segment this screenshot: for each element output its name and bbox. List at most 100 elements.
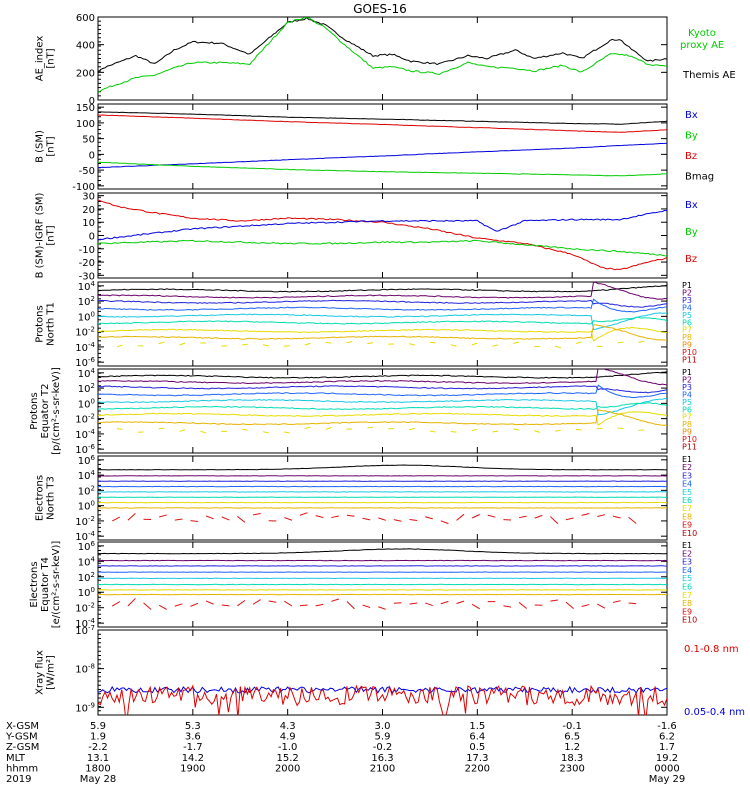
- y-tick-label: 102: [78, 382, 95, 395]
- sparse-segment: [565, 517, 574, 521]
- sparse-segment: [429, 341, 436, 344]
- y-axis-label: B (SM): [35, 130, 46, 163]
- legend-label: P10: [682, 435, 697, 444]
- row-label: Z-GSM: [6, 742, 39, 753]
- series-line: [98, 371, 667, 379]
- sparse-segment: [450, 430, 457, 433]
- legend-label: E3: [682, 471, 692, 480]
- sparse-segment: [492, 430, 499, 433]
- row-value: 2200: [465, 763, 490, 774]
- legend-label: P6: [682, 405, 692, 414]
- legend-label: E9: [682, 521, 692, 530]
- row-value: 2100: [370, 763, 395, 774]
- series-line: [98, 209, 667, 241]
- series-line: [98, 402, 667, 411]
- sparse-segment: [628, 516, 637, 524]
- sparse-segment: [440, 520, 449, 525]
- series-line: [98, 464, 667, 471]
- sparse-segment: [575, 341, 582, 344]
- sparse-segment: [325, 427, 332, 430]
- series-line: [98, 239, 667, 257]
- y-axis-label: Protons: [29, 392, 40, 429]
- row-value: 19.2: [656, 753, 678, 764]
- y-tick-label: 10: [82, 218, 95, 229]
- sparse-segment: [471, 603, 480, 610]
- sparse-segment: [518, 601, 527, 609]
- y-axis-label: [nT]: [46, 48, 57, 68]
- series-line: [98, 17, 667, 74]
- series-group: [98, 199, 667, 271]
- legend-label: E8: [682, 512, 692, 521]
- sparse-segment: [304, 342, 311, 346]
- legend-label: P4: [682, 303, 692, 312]
- row-value: 1.9: [90, 732, 106, 743]
- series-group: [98, 369, 667, 434]
- sparse-segment: [158, 341, 165, 345]
- y-tick-label: 10-2: [75, 326, 95, 339]
- y-axis-label: Electrons: [35, 475, 46, 521]
- sparse-segment: [315, 603, 324, 607]
- chart-title: GOES-16: [353, 2, 407, 16]
- legend-label: E4: [682, 566, 692, 575]
- y-tick-label: 100: [78, 586, 95, 599]
- sparse-segment: [346, 514, 355, 517]
- series-group: [98, 282, 667, 349]
- sparse-segment: [190, 520, 199, 523]
- row-value: 6.5: [564, 732, 580, 743]
- row-value: 13.1: [87, 753, 109, 764]
- legend-label: E2: [682, 463, 692, 472]
- legend-label: Bz: [685, 254, 697, 265]
- legend-label: Bmag: [685, 172, 714, 183]
- sparse-segment: [440, 600, 449, 605]
- sparse-segment: [346, 601, 355, 610]
- sparse-segment: [597, 514, 606, 518]
- legend-label: E4: [682, 480, 692, 489]
- y-tick-label: 100: [78, 397, 95, 410]
- sparse-segment: [268, 600, 277, 603]
- sparse-segment: [158, 604, 167, 610]
- legend-label: E6: [682, 583, 692, 592]
- sparse-segment: [409, 602, 418, 605]
- y-tick-label: 10-8: [75, 663, 95, 676]
- row-value: 1900: [180, 763, 205, 774]
- legend-label: proxy AE: [680, 40, 724, 51]
- sparse-segment: [174, 603, 183, 607]
- panel-bres: 30 20 10 0 -10 -20 -30 B (SM)-IGRF (SM) [nT] Bx By…: [35, 192, 698, 283]
- legend-label: P5: [682, 398, 692, 407]
- legend-label: By: [685, 227, 698, 238]
- y-tick-label: 200: [76, 68, 95, 79]
- sparse-segment: [378, 517, 386, 521]
- sparse-segment: [471, 428, 478, 432]
- sparse-segment: [408, 427, 415, 431]
- y-tick-label: 20: [82, 205, 95, 216]
- y-axis-label: North T3: [46, 476, 57, 520]
- legend-label: P7: [682, 326, 692, 335]
- y-tick-label: 10-2: [75, 515, 95, 528]
- orbit-time-table: X-GSM 5.9 5.3 4.3 3.0 1.5 -0.1 -1.6 Y-GSM 1.9 3.6 4…: [5, 721, 685, 785]
- panel-frame: [97, 16, 668, 101]
- sparse-segment: [550, 599, 559, 602]
- legend-xray: 0.1-0.8 nm 0.05-0.4 nm: [684, 644, 745, 718]
- legend-label: Themis AE: [682, 70, 736, 81]
- legend-label: P9: [682, 341, 692, 350]
- legend-label: P1: [682, 368, 692, 377]
- row-value: 4.3: [280, 721, 296, 732]
- sparse-segment: [612, 515, 621, 519]
- y-tick-label: 10-2: [75, 413, 95, 426]
- y-tick-label: 104: [78, 280, 96, 293]
- sparse-segment: [190, 602, 199, 607]
- legend-label: Kyoto: [688, 28, 716, 39]
- sparse-segment: [174, 518, 183, 521]
- sparse-segment: [581, 604, 590, 607]
- row-value: -1.0: [278, 742, 298, 753]
- row-value: 1.7: [659, 742, 675, 753]
- row-value: 2300: [559, 763, 584, 774]
- sparse-segment: [237, 599, 246, 607]
- legend-label: Bx: [685, 110, 698, 121]
- row-value: -1.6: [657, 721, 677, 732]
- panel-bsm: 150 100 50 0 -50 -100 B (SM) [nT] Bx By Bz Bmag: [35, 103, 715, 193]
